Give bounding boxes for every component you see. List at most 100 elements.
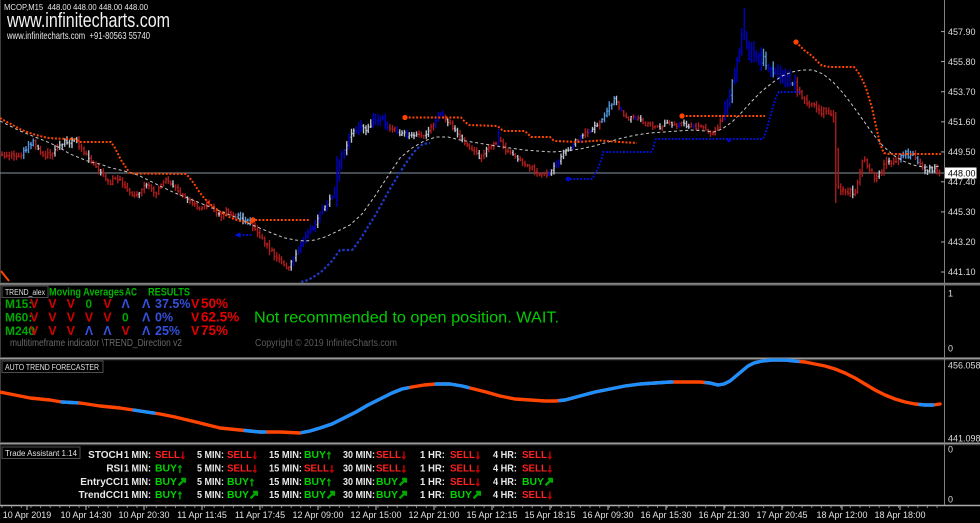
svg-text:SELL: SELL	[522, 489, 548, 501]
svg-text:1 MIN:: 1 MIN:	[124, 477, 151, 488]
svg-text:15 MIN:: 15 MIN:	[269, 477, 302, 488]
svg-text:V: V	[103, 297, 112, 311]
svg-text:455.80: 455.80	[948, 57, 976, 67]
svg-text:25%: 25%	[155, 324, 180, 338]
svg-text:BUY: BUY	[155, 476, 177, 488]
svg-text:↗: ↗	[472, 488, 482, 502]
svg-text:Λ: Λ	[122, 297, 131, 311]
svg-text:V: V	[191, 324, 200, 338]
svg-text:16 Apr 09:30: 16 Apr 09:30	[582, 510, 633, 520]
svg-text:↗: ↗	[326, 488, 336, 502]
svg-text:↗: ↗	[398, 488, 408, 502]
svg-text:448.00: 448.00	[948, 169, 976, 179]
svg-text:↗: ↗	[249, 488, 259, 502]
svg-text:www.infinitecharts.com: www.infinitecharts.com	[6, 9, 170, 32]
svg-text:↓: ↓	[475, 461, 481, 475]
svg-text:15 Apr 12:15: 15 Apr 12:15	[466, 510, 517, 520]
svg-text:↓: ↓	[401, 448, 407, 462]
svg-text:18 Apr 18:00: 18 Apr 18:00	[874, 510, 925, 520]
svg-text:BUY: BUY	[227, 489, 249, 501]
svg-text:BUY: BUY	[304, 489, 326, 501]
svg-text:SELL: SELL	[376, 462, 402, 474]
svg-text:V: V	[30, 311, 39, 325]
svg-text:4 HR:: 4 HR:	[493, 463, 517, 474]
svg-text:1 MIN:: 1 MIN:	[124, 463, 151, 474]
svg-text:447.40: 447.40	[948, 177, 976, 187]
svg-text:12 Apr 21:00: 12 Apr 21:00	[408, 510, 459, 520]
svg-text:↓: ↓	[401, 461, 407, 475]
svg-text:multitimeframe indicator \TREN: multitimeframe indicator \TREND_Directio…	[10, 338, 182, 349]
svg-text:0: 0	[122, 311, 129, 325]
svg-text:10 Apr 20:30: 10 Apr 20:30	[118, 510, 169, 520]
svg-text:SELL: SELL	[450, 476, 476, 488]
svg-text:15 Apr 18:15: 15 Apr 18:15	[524, 510, 575, 520]
svg-text:441.10: 441.10	[948, 267, 976, 277]
svg-text:↑: ↑	[326, 474, 332, 488]
svg-text:15 MIN:: 15 MIN:	[269, 490, 302, 501]
svg-text:11 Apr 11:45: 11 Apr 11:45	[177, 510, 227, 520]
svg-text:Trade Assistant 1.14: Trade Assistant 1.14	[5, 448, 77, 458]
svg-text:0: 0	[85, 297, 92, 311]
svg-text:456.058: 456.058	[948, 361, 980, 371]
svg-text:30 MIN:: 30 MIN:	[343, 463, 375, 474]
svg-text:↗: ↗	[177, 474, 187, 488]
svg-text:11 Apr 17:45: 11 Apr 17:45	[235, 510, 285, 520]
svg-text:15 MIN:: 15 MIN:	[269, 450, 302, 461]
svg-text:18 Apr 12:00: 18 Apr 12:00	[816, 510, 867, 520]
svg-text:SELL: SELL	[227, 449, 253, 461]
svg-text:↑: ↑	[177, 488, 183, 502]
svg-text:www.infinitecharts.com +91-80: www.infinitecharts.com +91-80563 55740	[6, 30, 150, 42]
svg-text:V: V	[103, 311, 112, 325]
svg-text:SELL: SELL	[227, 462, 253, 474]
svg-text:30 MIN:: 30 MIN:	[343, 450, 375, 461]
svg-text:Λ: Λ	[142, 324, 151, 338]
svg-text:V: V	[67, 297, 76, 311]
svg-text:↓: ↓	[329, 461, 335, 475]
svg-text:BUY: BUY	[304, 476, 326, 488]
svg-text:10 Apr 2019: 10 Apr 2019	[3, 510, 52, 520]
svg-text:V: V	[191, 297, 200, 311]
svg-text:MCOP,M15 448.00 448.00 448.00: MCOP,M15 448.00 448.00 448.00 448.00	[4, 2, 148, 12]
svg-text:V: V	[30, 297, 39, 311]
svg-text:4 HR:: 4 HR:	[493, 450, 517, 461]
svg-text:15 MIN:: 15 MIN:	[269, 463, 302, 474]
svg-text:V: V	[30, 324, 39, 338]
svg-text:M60:: M60:	[5, 311, 32, 325]
svg-text:1 MIN:: 1 MIN:	[124, 450, 151, 461]
svg-text:Λ: Λ	[85, 324, 94, 338]
svg-text:↓: ↓	[475, 474, 481, 488]
svg-text:75%: 75%	[201, 323, 228, 338]
svg-text:12 Apr 15:00: 12 Apr 15:00	[350, 510, 401, 520]
svg-text:16 Apr 15:30: 16 Apr 15:30	[640, 510, 691, 520]
svg-text:4 HR:: 4 HR:	[493, 477, 517, 488]
svg-text:RSI: RSI	[106, 463, 123, 474]
svg-text:SELL: SELL	[450, 462, 476, 474]
svg-text:Λ: Λ	[103, 324, 112, 338]
svg-text:5 MIN:: 5 MIN:	[197, 477, 224, 488]
svg-text:BUY: BUY	[376, 476, 398, 488]
svg-text:5 MIN:: 5 MIN:	[197, 450, 224, 461]
svg-text:0: 0	[948, 344, 953, 354]
svg-text:↓: ↓	[547, 488, 553, 502]
svg-text:BUY: BUY	[304, 449, 326, 461]
svg-text:1: 1	[948, 289, 953, 299]
svg-text:↗: ↗	[398, 474, 408, 488]
svg-text:↓: ↓	[252, 448, 258, 462]
svg-text:451.60: 451.60	[948, 117, 976, 127]
svg-text:RESULTS: RESULTS	[148, 287, 190, 299]
svg-text:445.30: 445.30	[948, 207, 976, 217]
svg-text:↓: ↓	[547, 461, 553, 475]
svg-text:V: V	[48, 297, 57, 311]
svg-text:5 MIN:: 5 MIN:	[197, 490, 224, 501]
svg-text:↑: ↑	[177, 461, 183, 475]
svg-text:V: V	[48, 324, 57, 338]
svg-text:V: V	[85, 311, 94, 325]
svg-text:37.5%: 37.5%	[155, 297, 190, 311]
svg-text:BUY: BUY	[227, 476, 249, 488]
svg-text:BUY: BUY	[522, 476, 544, 488]
svg-text:AUTO TREND FORECASTER: AUTO TREND FORECASTER	[5, 362, 99, 372]
svg-text:STOCH: STOCH	[88, 450, 123, 461]
svg-text:TrendCCI: TrendCCI	[79, 490, 124, 501]
svg-text:50%: 50%	[201, 296, 228, 311]
svg-text:BUY: BUY	[376, 489, 398, 501]
